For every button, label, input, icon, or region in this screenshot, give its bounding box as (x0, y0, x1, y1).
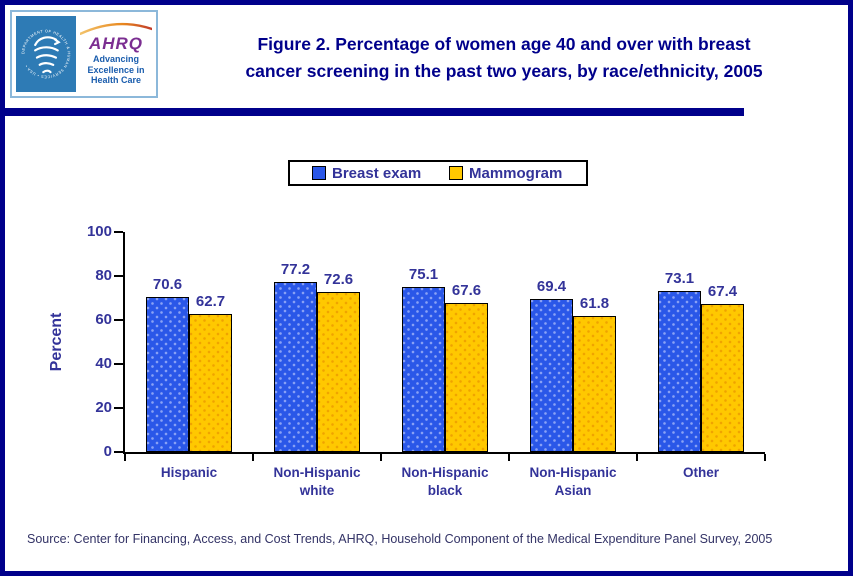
bar-mammogram-other (701, 303, 744, 452)
x-tick-mark (764, 454, 766, 461)
bar-mammogram-hispanic (189, 314, 232, 452)
x-tick-mark (636, 454, 638, 461)
category-label-non-hispanic-white: Non-Hispanic white (273, 465, 361, 499)
category-label-other: Other (682, 465, 719, 480)
ahrq-swoosh-icon (80, 22, 152, 36)
x-tick-mark (508, 454, 510, 461)
legend-label-breast-exam: Breast exam (332, 164, 422, 182)
y-tick-mark (114, 407, 123, 409)
y-tick-mark (114, 451, 123, 453)
value-label-mammogram-non-hispanic-asian: 61.8 (579, 295, 610, 313)
bar-breast-exam-non-hispanic-asian (530, 299, 573, 452)
ahrq-tagline: Advancing Excellence in Health Care (87, 54, 145, 86)
source-note: Source: Center for Financing, Access, an… (27, 532, 773, 546)
category-label-hispanic: Hispanic (160, 465, 218, 480)
bar-mammogram-non-hispanic-asian (573, 316, 616, 452)
bar-breast-exam-non-hispanic-white (274, 282, 317, 452)
y-axis-title: Percent (48, 312, 65, 372)
x-axis-line (123, 452, 765, 454)
bar-mammogram-non-hispanic-white (317, 292, 360, 452)
value-label-breast-exam-other: 73.1 (664, 270, 695, 288)
legend-item-mammogram: Mammogram (449, 165, 586, 182)
bar-breast-exam-other (658, 291, 701, 452)
value-label-mammogram-other: 67.4 (707, 282, 738, 300)
ahrq-logo: AHRQ Advancing Excellence in Health Care (80, 16, 152, 92)
y-tick-mark (114, 231, 123, 233)
header-divider-bar (5, 108, 744, 116)
figure-title: Figure 2. Percentage of women age 40 and… (163, 31, 845, 85)
ahrq-hhs-logo: DEPARTMENT OF HEALTH & HUMAN SERVICES • … (10, 10, 158, 98)
ahrq-acronym: AHRQ (88, 34, 144, 54)
x-tick-mark (380, 454, 382, 461)
value-label-breast-exam-non-hispanic-black: 75.1 (408, 265, 439, 283)
y-tick-mark (114, 363, 123, 365)
figure-title-line1: Figure 2. Percentage of women age 40 and… (257, 34, 751, 54)
value-label-breast-exam-hispanic: 70.6 (152, 275, 183, 293)
y-tick-label: 0 (103, 443, 112, 460)
y-tick-label: 20 (95, 399, 112, 416)
y-tick-label: 80 (95, 267, 112, 284)
figure-title-line2: cancer screening in the past two years, … (245, 61, 763, 81)
legend-swatch-breast-exam (312, 166, 326, 180)
x-tick-mark (124, 454, 126, 461)
bar-breast-exam-non-hispanic-black (402, 286, 445, 452)
legend-swatch-mammogram (449, 166, 463, 180)
legend-item-breast-exam: Breast exam (312, 165, 449, 182)
y-tick-label: 100 (86, 223, 112, 240)
y-tick-mark (114, 275, 123, 277)
x-tick-mark (252, 454, 254, 461)
bar-chart: Percent 0 20 40 60 80 100 70.6 62.7 Hispanic 77.2… (5, 5, 848, 571)
bar-mammogram-non-hispanic-black (445, 303, 488, 452)
category-label-non-hispanic-black: Non-Hispanic black (401, 465, 489, 499)
value-label-mammogram-non-hispanic-black: 67.6 (451, 282, 482, 300)
hhs-seal: DEPARTMENT OF HEALTH & HUMAN SERVICES • … (16, 16, 76, 92)
hhs-eagle-icon: DEPARTMENT OF HEALTH & HUMAN SERVICES • … (21, 29, 70, 79)
value-label-mammogram-hispanic: 62.7 (195, 293, 226, 311)
y-tick-label: 60 (95, 311, 112, 328)
bar-breast-exam-hispanic (146, 296, 189, 452)
value-label-breast-exam-non-hispanic-asian: 69.4 (536, 278, 567, 296)
category-label-non-hispanic-asian: Non-Hispanic Asian (529, 465, 617, 499)
legend-label-mammogram: Mammogram (469, 164, 563, 182)
value-label-mammogram-non-hispanic-white: 72.6 (323, 271, 354, 289)
value-label-breast-exam-non-hispanic-white: 77.2 (280, 261, 311, 279)
y-tick-mark (114, 319, 123, 321)
y-tick-label: 40 (95, 355, 112, 372)
chart-legend: Breast exam Mammogram (288, 160, 588, 186)
y-axis-line (123, 232, 125, 454)
